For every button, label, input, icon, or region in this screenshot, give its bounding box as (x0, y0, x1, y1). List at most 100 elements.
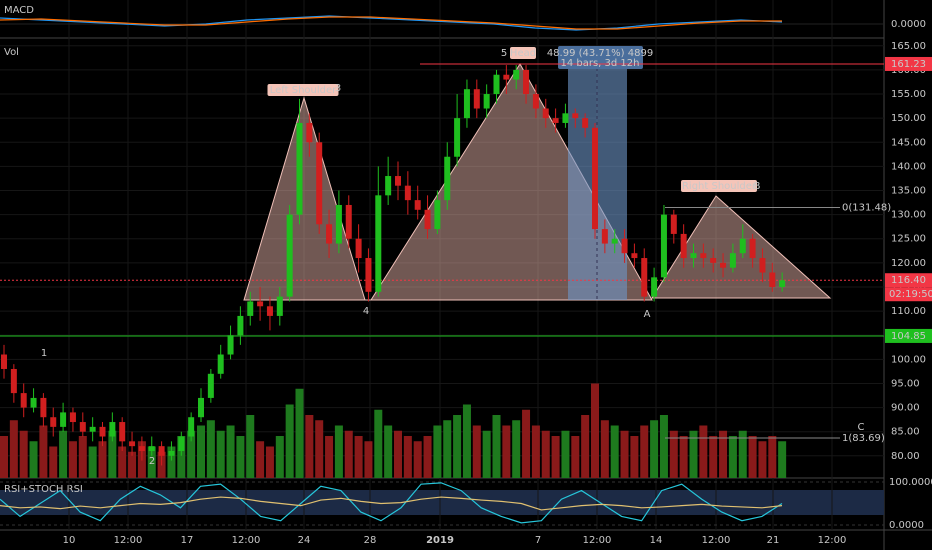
candle-body (660, 214, 667, 278)
candle-body (670, 214, 677, 234)
volume-bar (492, 415, 501, 478)
x-tick-label: 12:00 (702, 535, 731, 546)
candle-body (582, 118, 589, 128)
volume-bar (630, 436, 639, 478)
y-tick-label: 80.00 (891, 451, 920, 462)
rsi-band (0, 490, 884, 515)
y-tick-label: 150.00 (891, 113, 926, 124)
candle-body (592, 127, 598, 230)
measure-label: 14 bars, 3d 12h (560, 58, 639, 69)
y-tick-label: 130.00 (891, 210, 926, 221)
volume-bar (620, 430, 629, 478)
candle-body (10, 368, 17, 394)
x-tick-label: 12:00 (232, 535, 261, 546)
candle-body (227, 335, 234, 355)
volume-bar (689, 430, 698, 478)
candle-body (641, 258, 648, 297)
candle-body (178, 436, 185, 451)
volume-bar (679, 436, 688, 478)
candle-body (414, 200, 421, 210)
annotation: Head (510, 48, 536, 59)
candle-body (385, 176, 392, 196)
volume-bar (39, 425, 48, 478)
price-tag-label: 116.40 (891, 275, 926, 286)
volume-bar (561, 430, 570, 478)
volume-bar (344, 430, 353, 478)
volume-bar (502, 425, 511, 478)
candle-body (109, 422, 116, 437)
annotation-box (267, 84, 339, 96)
candle-body (601, 229, 608, 244)
candle-body (572, 113, 579, 119)
candle-body (217, 354, 224, 374)
volume-bar (659, 415, 668, 478)
candle-body (651, 277, 658, 297)
candle-body (355, 238, 362, 259)
candle-body (129, 441, 136, 447)
annotation: 1 (41, 348, 47, 359)
candle-body (335, 204, 342, 244)
volume-bar (669, 430, 678, 478)
candle-body (345, 204, 352, 239)
volume-bar (709, 436, 718, 478)
annotation: Left Shoulder (270, 85, 337, 96)
volume-bar (699, 425, 708, 478)
volume-bar (571, 436, 580, 478)
volume-bar (433, 425, 442, 478)
candle-body (148, 446, 155, 451)
candle-body (40, 397, 47, 418)
volume-bar (354, 436, 363, 478)
volume-bar (591, 383, 599, 478)
x-tick-label: 28 (364, 535, 377, 546)
rsi-tick-label: 0.0000 (889, 520, 924, 531)
candle-body (631, 253, 638, 259)
vol-label: Vol (4, 47, 19, 58)
candle-body (60, 412, 67, 427)
stoch-line (0, 482, 783, 524)
y-tick-label: 85.00 (891, 427, 920, 438)
volume-bar (423, 436, 432, 478)
macd-line (0, 15, 783, 31)
macd-tick-label: 0.0000 (891, 19, 926, 30)
candle-body (168, 450, 175, 456)
price-tag (885, 56, 932, 71)
volume-bar (0, 436, 8, 478)
annotation: 3 (335, 83, 341, 94)
candle-body (739, 238, 746, 254)
y-tick-label: 145.00 (891, 137, 926, 148)
x-tick-label: 24 (298, 535, 311, 546)
x-tick-label: 10 (63, 535, 76, 546)
candle-body (473, 89, 480, 109)
candle-body (188, 417, 195, 437)
candle-body (424, 209, 431, 230)
volume-bar (758, 441, 767, 478)
volume-bar (610, 425, 619, 478)
rsi-line (0, 496, 783, 511)
volume-bar (295, 388, 304, 478)
candle-body (99, 426, 106, 437)
volume-bar (413, 441, 422, 478)
volume-bar (482, 430, 491, 478)
candle-body (483, 94, 490, 109)
candle-body (326, 224, 333, 244)
volume-bar (462, 404, 471, 478)
candle-body (69, 412, 76, 423)
macd-label: MACD (4, 5, 34, 16)
candle-body (710, 258, 717, 263)
volume-bar (187, 430, 196, 478)
volume-bar (522, 409, 531, 478)
volume-bar (197, 425, 205, 478)
candle-body (207, 373, 214, 398)
annotation: Right Shoulder (682, 181, 757, 192)
volume-bar (285, 404, 294, 478)
y-tick-label: 155.00 (891, 89, 926, 100)
candle-body (513, 69, 520, 80)
volume-bar (600, 420, 609, 478)
candle-body (690, 253, 697, 259)
fib-label: 1(83.69) (842, 433, 885, 444)
rsi-tick-label: 100.0000 (889, 477, 932, 488)
candle-body (523, 69, 530, 95)
volume-bar (728, 436, 737, 478)
y-tick-label: 165.00 (891, 41, 926, 52)
volume-bar (29, 441, 38, 478)
